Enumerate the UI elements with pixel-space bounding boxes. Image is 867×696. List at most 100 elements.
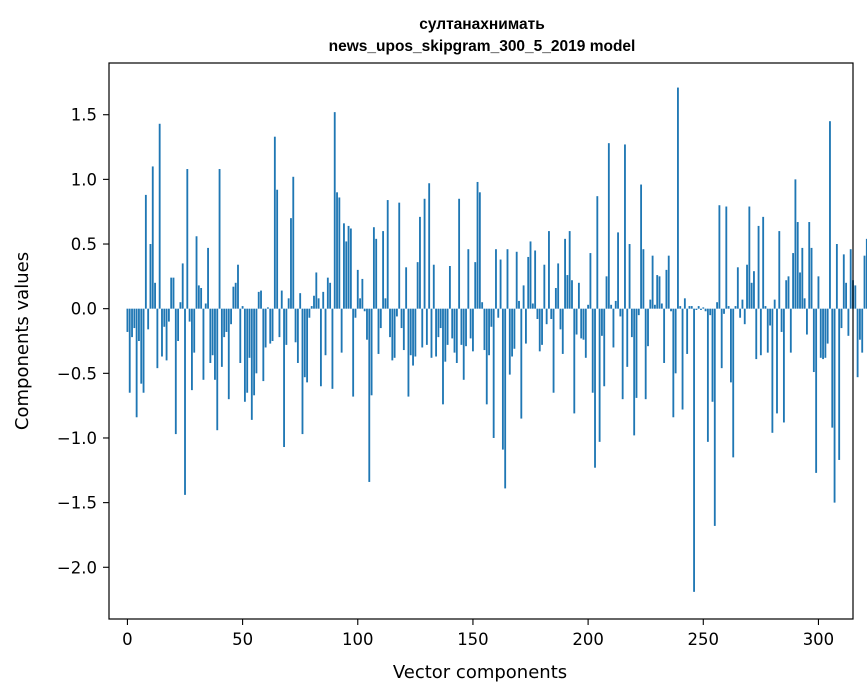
bar bbox=[605, 276, 608, 309]
bar bbox=[543, 264, 546, 309]
bar bbox=[430, 308, 433, 358]
bar bbox=[419, 216, 421, 309]
bar bbox=[653, 304, 656, 309]
x-axis-ticks: 0 50 100 150 200 250 300 bbox=[122, 619, 834, 649]
bar bbox=[241, 306, 244, 309]
bar bbox=[193, 308, 196, 353]
bar bbox=[483, 308, 486, 351]
bar bbox=[336, 192, 338, 309]
bar bbox=[349, 228, 352, 309]
bar bbox=[536, 308, 539, 320]
y-tick-label: 0.5 bbox=[71, 235, 97, 254]
bar bbox=[490, 308, 493, 327]
bar bbox=[552, 308, 555, 393]
bar bbox=[478, 192, 481, 309]
bar bbox=[352, 308, 355, 397]
bar bbox=[234, 282, 237, 309]
bar bbox=[739, 308, 742, 318]
bar bbox=[322, 291, 325, 309]
bar bbox=[778, 231, 781, 309]
y-tick-label: 1.0 bbox=[71, 170, 97, 189]
bar bbox=[495, 249, 497, 309]
y-tick-label: −1.0 bbox=[57, 429, 97, 448]
bar bbox=[748, 206, 751, 309]
bar bbox=[135, 308, 138, 418]
bar bbox=[718, 205, 721, 309]
bar bbox=[170, 277, 173, 309]
bar bbox=[580, 308, 583, 339]
bar bbox=[776, 308, 778, 414]
bar bbox=[651, 255, 654, 309]
bar bbox=[706, 308, 709, 442]
x-tick-label: 0 bbox=[122, 630, 133, 649]
bar bbox=[690, 306, 693, 309]
bar bbox=[670, 308, 672, 312]
bar bbox=[416, 262, 419, 309]
bar bbox=[656, 275, 659, 309]
bar bbox=[713, 308, 716, 526]
bar bbox=[665, 269, 668, 309]
bar bbox=[861, 308, 864, 353]
bar bbox=[769, 308, 771, 326]
bar bbox=[557, 263, 560, 309]
bar bbox=[290, 218, 292, 309]
bar bbox=[375, 238, 378, 309]
bar bbox=[550, 308, 553, 320]
bar bbox=[614, 300, 617, 309]
bar bbox=[824, 308, 827, 358]
bar bbox=[347, 225, 350, 309]
bar bbox=[854, 285, 857, 309]
bar bbox=[598, 308, 601, 442]
bar bbox=[237, 264, 239, 309]
bar bbox=[326, 277, 329, 309]
bar bbox=[271, 308, 274, 341]
y-axis-ticks: −2.0 −1.5 −1.0 −0.5 0.0 0.5 1.0 1.5 bbox=[57, 106, 109, 577]
bar bbox=[762, 216, 765, 309]
bar bbox=[432, 264, 435, 309]
bar bbox=[695, 308, 698, 310]
bar bbox=[276, 189, 279, 309]
bar bbox=[640, 184, 643, 309]
bar bbox=[504, 308, 507, 489]
bar bbox=[149, 244, 152, 309]
bar bbox=[465, 308, 467, 347]
bar bbox=[220, 308, 223, 367]
bar bbox=[845, 282, 848, 309]
bar bbox=[467, 249, 470, 309]
bar bbox=[571, 280, 573, 309]
bar bbox=[285, 308, 288, 345]
bar bbox=[766, 308, 769, 353]
bar bbox=[732, 308, 735, 458]
bar bbox=[425, 308, 428, 345]
bar bbox=[792, 253, 795, 309]
bar bbox=[255, 308, 258, 374]
bar bbox=[674, 308, 677, 374]
bar bbox=[596, 196, 599, 309]
bar bbox=[515, 251, 518, 309]
bar bbox=[204, 303, 207, 309]
bar bbox=[476, 181, 479, 309]
bar bbox=[209, 308, 212, 363]
bar bbox=[356, 269, 359, 309]
bar bbox=[218, 169, 221, 309]
bar bbox=[815, 308, 818, 473]
bar bbox=[167, 308, 170, 322]
bar bbox=[835, 244, 838, 309]
bar bbox=[260, 290, 262, 309]
bar bbox=[379, 308, 382, 329]
bar bbox=[407, 308, 410, 397]
bar bbox=[393, 308, 396, 358]
bar bbox=[469, 308, 472, 339]
chart-title-line2: news_upos_skipgram_300_5_2019 model bbox=[329, 38, 636, 55]
bar bbox=[308, 308, 311, 318]
bar bbox=[227, 308, 230, 400]
x-tick-label: 200 bbox=[572, 630, 604, 649]
bar bbox=[624, 144, 626, 309]
bar bbox=[128, 308, 131, 393]
bar bbox=[501, 308, 504, 450]
bar bbox=[642, 249, 645, 309]
bar bbox=[801, 247, 804, 309]
y-axis-label: Components values bbox=[12, 252, 33, 430]
bar bbox=[202, 308, 205, 380]
